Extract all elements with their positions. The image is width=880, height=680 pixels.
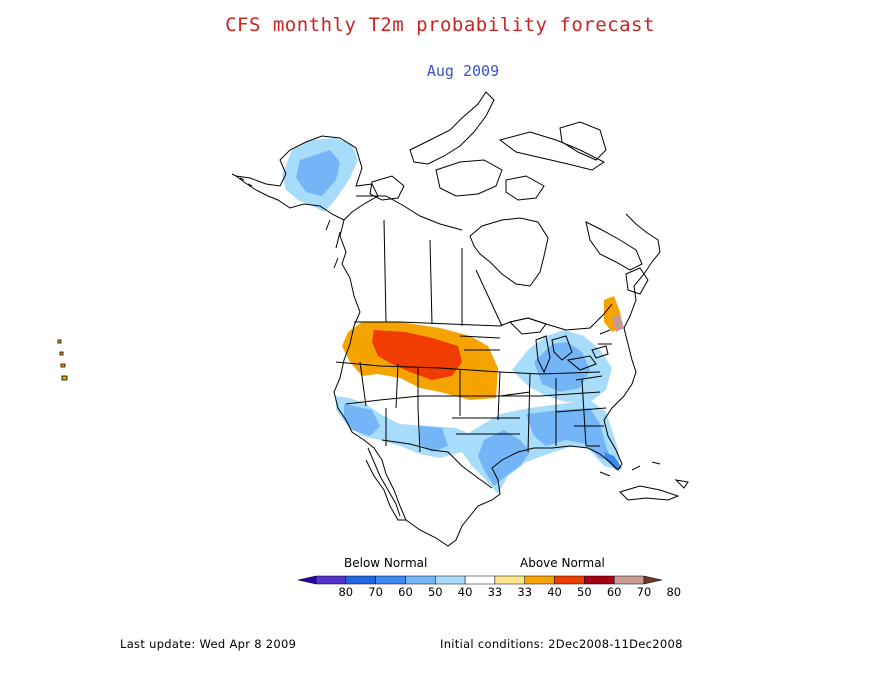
mexico-gulf-coast xyxy=(405,213,661,547)
gulf-states-below-normal-core xyxy=(526,408,612,462)
canada-provincial-borders xyxy=(356,195,503,327)
below-normal-label: Below Normal xyxy=(344,556,428,570)
legend-arrow-low xyxy=(298,575,317,585)
legend-tick-label: 40 xyxy=(457,585,473,599)
legend-cell xyxy=(494,575,525,585)
legend-tick-label: 70 xyxy=(368,585,383,599)
initial-conditions-text: Initial conditions: 2Dec2008-11Dec2008 xyxy=(440,637,683,651)
baja-peninsula xyxy=(367,447,401,517)
florida-below-normal-strong xyxy=(604,452,622,470)
arctic-archipelago xyxy=(369,91,605,201)
pacific-northwest-coast xyxy=(333,219,407,521)
legend-tick-label: 80 xyxy=(338,585,354,599)
cuba-and-caribbean xyxy=(599,461,689,501)
us-canada-border xyxy=(354,303,613,331)
legend-cell xyxy=(524,575,555,585)
great-lakes xyxy=(509,317,609,374)
legend-cell xyxy=(613,575,645,585)
newfoundland xyxy=(625,267,649,295)
legend-tick-label: 40 xyxy=(547,585,562,599)
southwest-below-normal-core xyxy=(344,404,380,436)
hawaii-islands xyxy=(57,339,68,381)
color-legend-bar xyxy=(298,575,662,585)
legend-tick-label: 50 xyxy=(427,585,443,599)
alaska-outline xyxy=(235,135,379,221)
us-mexico-border xyxy=(381,439,493,489)
legend-cell xyxy=(345,575,376,585)
pacific-islands xyxy=(325,219,341,269)
legend-tick-label: 60 xyxy=(606,585,622,599)
greenland-coast xyxy=(559,121,607,161)
legend-cell xyxy=(464,575,496,585)
legend-cell xyxy=(435,575,466,585)
labrador-coast xyxy=(585,221,643,271)
us-state-borders xyxy=(335,329,612,453)
above-normal-label: Above Normal xyxy=(520,556,605,570)
coastlines-and-borders xyxy=(231,91,689,547)
legend-cell xyxy=(554,575,585,585)
legend-cell xyxy=(405,575,436,585)
legend-cell xyxy=(584,575,615,585)
alaska-below-normal-core xyxy=(296,150,340,196)
legend-tick-label: 50 xyxy=(577,585,592,599)
southeast-below-normal-core xyxy=(478,430,530,486)
legend-tick-label: 33 xyxy=(487,585,503,599)
legend-arrow-high xyxy=(643,575,662,585)
legend-tick-label: 33 xyxy=(517,585,533,599)
legend-tick-label: 80 xyxy=(666,585,682,599)
legend-cell xyxy=(315,575,347,585)
last-update-text: Last update: Wed Apr 8 2009 xyxy=(120,637,297,651)
map-subtitle: Aug 2009 xyxy=(426,62,500,80)
probability-shading xyxy=(282,138,624,494)
aleutian-islands xyxy=(231,173,253,187)
hudson-bay-shore xyxy=(469,217,549,287)
legend-tick-label: 60 xyxy=(398,585,413,599)
new-england-above-normal-strong xyxy=(612,314,624,332)
southern-plains-below-normal xyxy=(420,426,448,452)
legend-cell xyxy=(375,575,406,585)
map-title: CFS monthly T2m probability forecast xyxy=(225,14,655,36)
legend-tick-label: 70 xyxy=(636,585,652,599)
